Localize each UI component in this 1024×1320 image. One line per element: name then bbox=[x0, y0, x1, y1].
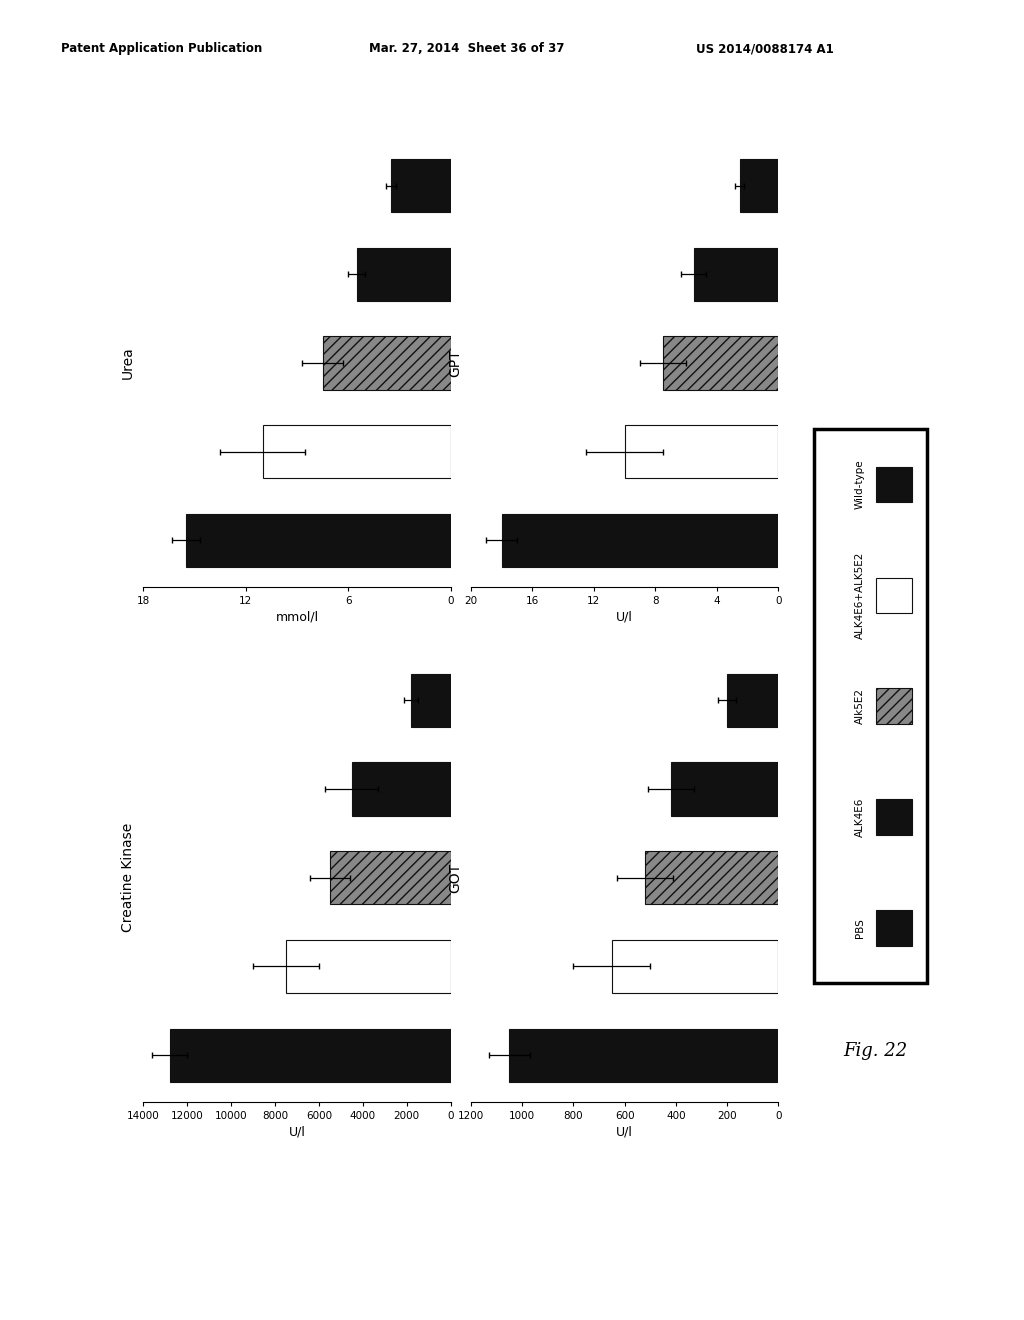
Bar bbox=[877, 911, 912, 945]
Text: Wild-type: Wild-type bbox=[855, 459, 864, 510]
Bar bbox=[286, 940, 451, 993]
Bar bbox=[510, 1028, 778, 1082]
Bar bbox=[694, 248, 778, 301]
Bar bbox=[739, 158, 778, 213]
Bar bbox=[664, 337, 778, 389]
Bar bbox=[625, 425, 778, 478]
Bar bbox=[727, 673, 778, 727]
Bar bbox=[323, 337, 451, 389]
X-axis label: mmol/l: mmol/l bbox=[275, 611, 318, 623]
Bar bbox=[612, 940, 778, 993]
Y-axis label: GOT: GOT bbox=[449, 863, 463, 892]
Bar bbox=[352, 763, 451, 816]
Bar bbox=[877, 578, 912, 612]
Bar bbox=[502, 513, 778, 568]
Y-axis label: GPT: GPT bbox=[449, 350, 463, 376]
Bar bbox=[877, 800, 912, 834]
Bar bbox=[170, 1028, 451, 1082]
Bar bbox=[391, 158, 451, 213]
Bar bbox=[877, 467, 912, 502]
Bar bbox=[671, 763, 778, 816]
Bar bbox=[411, 673, 451, 727]
Bar bbox=[186, 513, 451, 568]
Bar bbox=[330, 851, 451, 904]
Y-axis label: Urea: Urea bbox=[121, 347, 135, 379]
Text: Alk5E2: Alk5E2 bbox=[855, 688, 864, 725]
X-axis label: U/l: U/l bbox=[289, 1126, 305, 1138]
Text: Fig. 22: Fig. 22 bbox=[844, 1041, 907, 1060]
Text: ALK4E6: ALK4E6 bbox=[855, 797, 864, 837]
Text: PBS: PBS bbox=[855, 917, 864, 939]
Bar bbox=[645, 851, 778, 904]
Text: Mar. 27, 2014  Sheet 36 of 37: Mar. 27, 2014 Sheet 36 of 37 bbox=[369, 42, 564, 55]
Bar bbox=[356, 248, 451, 301]
Text: ALK4E6+ALK5E2: ALK4E6+ALK5E2 bbox=[855, 552, 864, 639]
X-axis label: U/l: U/l bbox=[616, 1126, 633, 1138]
X-axis label: U/l: U/l bbox=[616, 611, 633, 623]
Y-axis label: Creatine Kinase: Creatine Kinase bbox=[121, 824, 135, 932]
Text: US 2014/0088174 A1: US 2014/0088174 A1 bbox=[696, 42, 835, 55]
Bar bbox=[877, 689, 912, 723]
Bar bbox=[263, 425, 451, 478]
Text: Patent Application Publication: Patent Application Publication bbox=[61, 42, 263, 55]
